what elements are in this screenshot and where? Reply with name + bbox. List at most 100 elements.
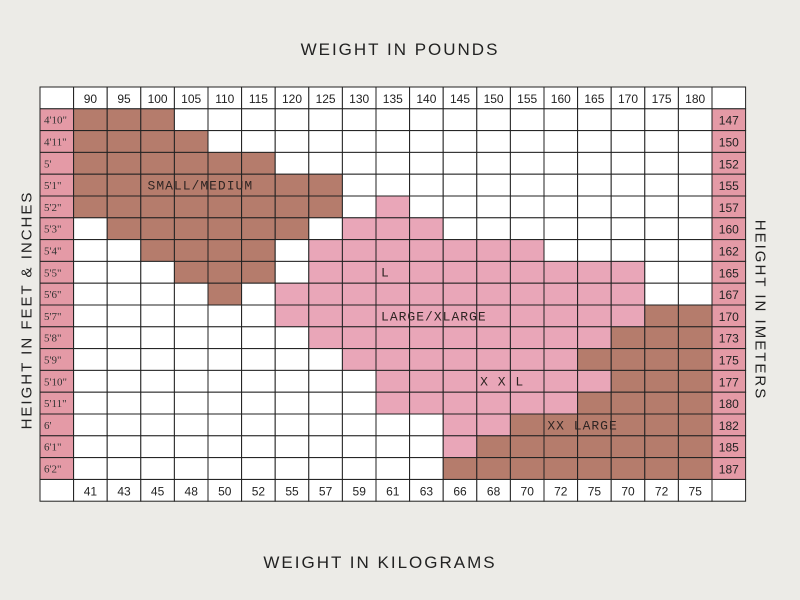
grid-cell-xx-large (677, 348, 713, 371)
grid-cell (610, 130, 646, 153)
kilograms-tick-label: 68 (487, 484, 501, 498)
grid-cell-small-medium (106, 151, 142, 175)
grid-cell (409, 413, 444, 437)
grid-cell-xx-large (577, 457, 612, 480)
grid-cell (274, 413, 310, 437)
grid-cell-large-xlarge (509, 260, 545, 284)
feet-tick-label: 6'1" (44, 442, 61, 454)
grid-cell-xx-large (610, 435, 646, 459)
grid-cell-xx-large (677, 369, 713, 393)
grid-cell (241, 391, 276, 415)
chart-title: WEIGHT IN POUNDS (300, 40, 500, 59)
grid-cell-large-xlarge (610, 282, 646, 306)
grid-cell-small-medium (173, 260, 209, 284)
grid-cell (173, 369, 209, 393)
grid-cell (106, 391, 142, 415)
grid-cell-large-xlarge (409, 239, 444, 262)
cm-tick-label: 162 (719, 245, 739, 259)
grid-cell (106, 326, 142, 350)
grid-cell-small-medium (140, 130, 175, 153)
grid-cell-small-medium (173, 195, 209, 219)
grid-cell-small-medium (308, 195, 343, 219)
grid-cell (442, 217, 478, 241)
grid-cell (173, 282, 209, 306)
grid-cell (207, 413, 243, 437)
grid-cell (274, 348, 310, 371)
grid-cell (409, 173, 444, 197)
grid-cell (274, 239, 310, 262)
feet-tick-label: 5'4" (44, 246, 61, 258)
grid-cell (73, 260, 108, 284)
grid-cell-small-medium (241, 239, 276, 262)
grid-cell-small-medium (140, 217, 175, 241)
x-axis-label-kilograms: WEIGHT IN KILOGRAMS (263, 553, 497, 572)
grid-cell (173, 457, 209, 480)
grid-cell (509, 130, 545, 153)
grid-cell-large-xlarge (509, 282, 545, 306)
grid-cell (308, 413, 343, 437)
pounds-tick-label: 180 (685, 92, 705, 106)
grid-cell-xx-large (610, 391, 646, 415)
grid-cell (106, 413, 142, 437)
grid-cell (375, 173, 411, 197)
grid-cell-large-xlarge (610, 304, 646, 328)
grid-cell (341, 195, 377, 219)
cm-tick-label: 173 (719, 332, 739, 346)
grid-cell (543, 108, 579, 132)
grid-cell-xx-large (577, 348, 612, 371)
pounds-tick-label: 140 (416, 92, 436, 106)
grid-cell-large-xlarge (577, 282, 612, 306)
kilograms-tick-label: 72 (655, 484, 669, 498)
grid-cell-xx-large (509, 435, 545, 459)
kilograms-tick-label: 72 (554, 484, 568, 498)
grid-cell-large-xlarge (375, 369, 411, 393)
grid-cell (677, 130, 713, 153)
grid-cell (677, 260, 713, 284)
grid-cell-xx-large (509, 457, 545, 480)
pounds-tick-label: 175 (652, 92, 672, 106)
grid-cell (106, 282, 142, 306)
grid-cell (610, 173, 646, 197)
grid-cell-large-xlarge (341, 260, 377, 284)
grid-cell (73, 457, 108, 480)
grid-cell (677, 217, 713, 241)
grid-cell-large-xlarge (375, 348, 411, 371)
grid-cell-large-xlarge (577, 304, 612, 328)
grid-cell (241, 369, 276, 393)
grid-cell (73, 391, 108, 415)
grid-cell-xx-large (644, 326, 679, 350)
grid-cell-xx-large (543, 435, 579, 459)
grid-cell-large-xlarge (341, 326, 377, 350)
cm-tick-label: 160 (719, 223, 739, 237)
grid-cell (106, 239, 142, 262)
grid-cell (241, 108, 276, 132)
grid-cell (207, 457, 243, 480)
cm-tick-label: 150 (719, 136, 739, 150)
grid-cell (341, 369, 377, 393)
grid-cell-xx-large (677, 413, 713, 437)
grid-cell (173, 304, 209, 328)
feet-tick-label: 5'9" (44, 355, 61, 367)
grid-cell (543, 151, 579, 175)
pounds-tick-label: 120 (282, 92, 302, 106)
grid-cell (341, 391, 377, 415)
grid-cell (442, 195, 478, 219)
grid-cell (409, 435, 444, 459)
grid-cell (543, 217, 579, 241)
feet-tick-label: 6'2" (44, 464, 61, 476)
grid-cell-small-medium (207, 195, 243, 219)
grid-cell (308, 217, 343, 241)
grid-cell (577, 239, 612, 262)
grid-cell-large-xlarge (476, 282, 511, 306)
grid-cell-small-medium (173, 239, 209, 262)
grid-cell (610, 108, 646, 132)
grid-cell-large-xlarge (442, 282, 478, 306)
grid-cell (509, 151, 545, 175)
grid-cell (73, 413, 108, 437)
grid-cell-small-medium (106, 130, 142, 153)
cm-tick-label: 147 (719, 114, 739, 128)
grid-cell (442, 173, 478, 197)
grid-cell (274, 151, 310, 175)
grid-cell (140, 260, 175, 284)
kilograms-tick-label: 63 (420, 484, 434, 498)
